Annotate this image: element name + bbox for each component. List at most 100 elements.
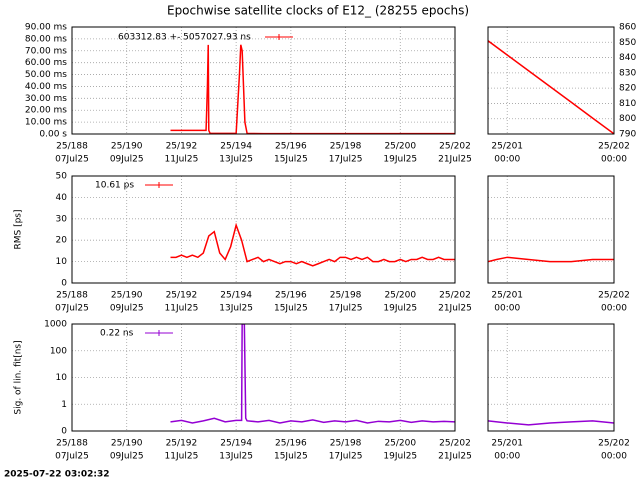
y-tick-label: 1 [61,400,67,410]
x-tick-label: 25/188 [56,291,88,301]
legend-marker [276,34,282,40]
legend-label: 0.22 ns [100,329,134,339]
x-tick-sublabel: 15Jul25 [274,452,308,462]
x-tick-sublabel: 19Jul25 [383,304,417,314]
x-tick-label: 25/196 [275,439,307,449]
y-tick-label: 50 [56,172,68,182]
y-tick-label: 850 [619,38,636,48]
y-tick-label: 60.00 ms [25,58,67,68]
x-tick-label: 25/198 [330,439,362,449]
x-tick-label: 25/202 [598,439,630,449]
x-tick-label: 25/201 [491,291,523,301]
x-tick-sublabel: 00:00 [601,452,627,462]
plot-frame [487,323,615,432]
x-tick-sublabel: 21Jul25 [438,452,472,462]
y-tick-label: 800 [619,114,636,124]
plot-frame [71,26,456,135]
x-tick-sublabel: 15Jul25 [274,304,308,314]
x-tick-sublabel: 17Jul25 [329,304,363,314]
x-tick-label: 25/196 [275,142,307,152]
x-tick-sublabel: 00:00 [494,452,520,462]
plot-frame [487,26,615,135]
y-tick-label: 40 [56,193,68,203]
x-tick-label: 25/200 [384,291,416,301]
series-line [170,324,455,424]
y-tick-label: 790 [619,130,636,140]
y-tick-label: 50.00 ms [25,70,67,80]
series-line [488,40,614,134]
x-tick-sublabel: 07Jul25 [55,155,89,165]
x-tick-sublabel: 21Jul25 [438,155,472,165]
x-tick-label: 25/201 [491,142,523,152]
y-tick-label: 90.00 ms [25,23,67,33]
x-tick-label: 25/188 [56,142,88,152]
x-tick-sublabel: 00:00 [494,155,520,165]
x-tick-label: 25/194 [220,291,252,301]
x-tick-sublabel: 19Jul25 [383,155,417,165]
y-tick-label: 20 [56,236,68,246]
y-tick-label: 820 [619,84,636,94]
y-axis-label: Sig. of lin. fit[ns] [14,340,24,414]
x-tick-sublabel: 09Jul25 [110,304,144,314]
y-axis-label: RMS [ps] [14,209,24,249]
y-tick-label: 1000 [44,320,67,330]
y-tick-label: 20.00 ms [25,106,67,116]
plot-frame [71,323,456,432]
x-tick-label: 25/188 [56,439,88,449]
y-tick-label: 70.00 ms [25,46,67,56]
x-tick-label: 25/202 [598,142,630,152]
x-tick-sublabel: 11Jul25 [165,304,199,314]
page-title: Epochwise satellite clocks of E12_ (2825… [167,4,469,18]
x-tick-sublabel: 00:00 [601,155,627,165]
x-tick-sublabel: 21Jul25 [438,304,472,314]
x-tick-label: 25/196 [275,291,307,301]
x-tick-label: 25/198 [330,291,362,301]
x-tick-label: 25/200 [384,142,416,152]
x-tick-sublabel: 13Jul25 [219,452,253,462]
x-tick-label: 25/192 [166,142,198,152]
y-tick-label: 810 [619,99,636,109]
x-tick-label: 25/200 [384,439,416,449]
plot-frame [487,175,615,284]
y-tick-label: 830 [619,68,636,78]
x-tick-label: 25/202 [598,291,630,301]
x-tick-label: 25/202 [439,291,471,301]
legend-marker [156,330,162,336]
series-line [170,44,455,134]
x-tick-label: 25/194 [220,439,252,449]
x-tick-sublabel: 15Jul25 [274,155,308,165]
legend-label: 603312.83 +- 5057027.93 ns [118,33,251,43]
y-tick-label: 10 [56,373,68,383]
x-tick-sublabel: 07Jul25 [55,452,89,462]
x-tick-sublabel: 11Jul25 [165,155,199,165]
x-tick-sublabel: 07Jul25 [55,304,89,314]
y-tick-label: 10.00 ms [25,118,67,128]
x-tick-label: 25/192 [166,291,198,301]
x-tick-label: 25/190 [111,291,143,301]
x-tick-sublabel: 09Jul25 [110,452,144,462]
x-tick-sublabel: 00:00 [494,304,520,314]
x-tick-sublabel: 13Jul25 [219,304,253,314]
series-line [170,222,455,267]
series-line [488,420,614,426]
plot-frame [71,175,456,284]
y-tick-label: 0 [61,279,67,289]
legend-label: 10.61 ps [95,181,134,191]
x-tick-sublabel: 11Jul25 [165,452,199,462]
y-tick-label: 0.00 s [39,130,67,140]
x-tick-label: 25/198 [330,142,362,152]
series-line [488,256,614,263]
y-tick-label: 0 [61,427,67,437]
y-tick-label: 860 [619,23,636,33]
x-tick-sublabel: 17Jul25 [329,155,363,165]
y-tick-label: 40.00 ms [25,82,67,92]
legend-marker [156,182,162,188]
x-tick-label: 25/201 [491,439,523,449]
x-tick-sublabel: 09Jul25 [110,155,144,165]
y-tick-label: 30 [56,214,68,224]
x-tick-sublabel: 17Jul25 [329,452,363,462]
y-tick-label: 30.00 ms [25,94,67,104]
x-tick-sublabel: 19Jul25 [383,452,417,462]
y-tick-label: 100 [50,346,67,356]
x-tick-sublabel: 13Jul25 [219,155,253,165]
